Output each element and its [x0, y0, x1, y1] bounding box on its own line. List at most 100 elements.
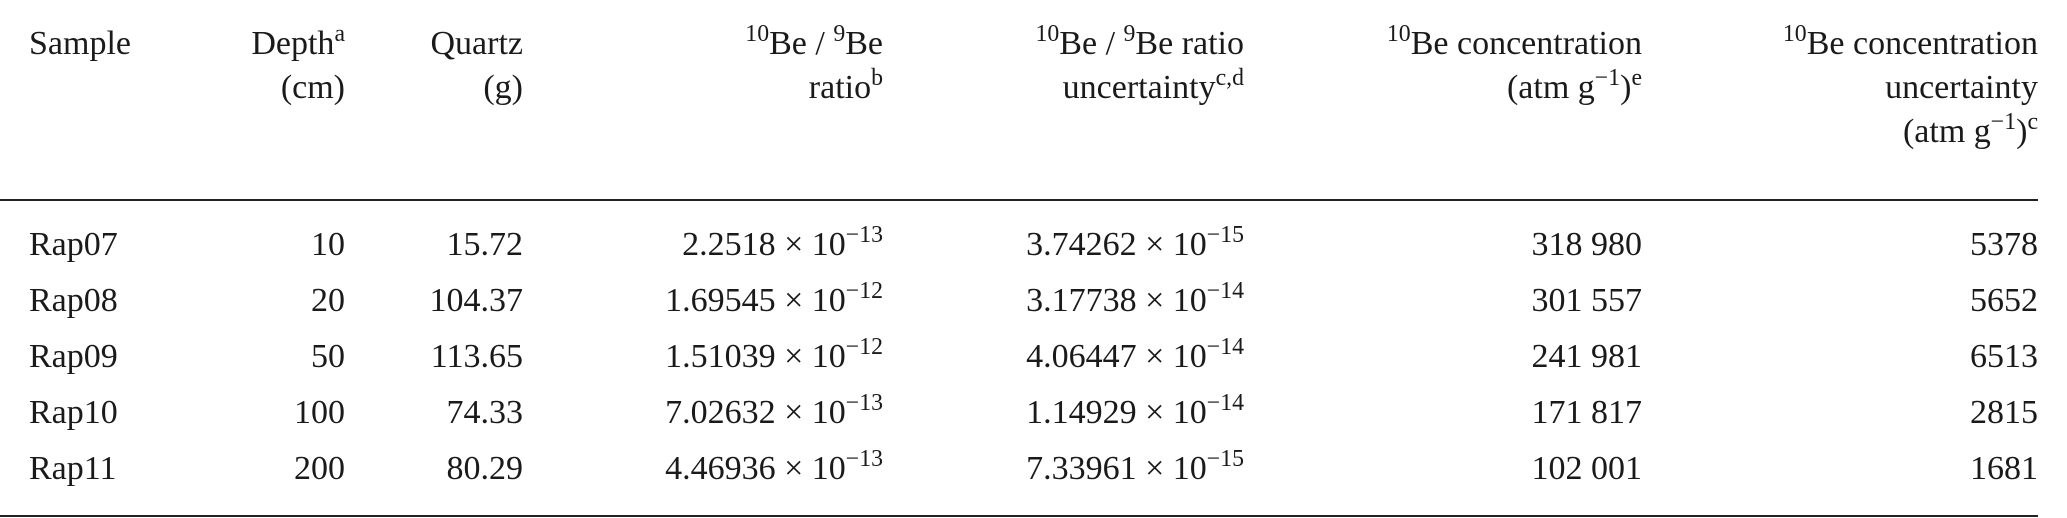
mantissa: 7.33961 × 10	[1026, 450, 1207, 487]
table-cell: 7.02632 × 10−13	[523, 385, 883, 441]
mantissa: 1.69545 × 10	[665, 282, 846, 319]
exponent: −14	[1206, 389, 1244, 416]
mantissa: 3.74262 × 10	[1026, 226, 1207, 263]
header-text: uncertainty	[1062, 69, 1216, 106]
unit-exponent: −1	[1990, 108, 2017, 135]
table-cell: 2.2518 × 10−13	[523, 200, 883, 273]
header-text: (g)	[483, 69, 523, 106]
table-cell: 80.29	[345, 441, 523, 517]
header-text: (atm g	[1506, 69, 1595, 106]
mantissa: 3.17738 × 10	[1026, 282, 1207, 319]
table-cell: 6513	[1970, 338, 2038, 375]
header-text: Be /	[1059, 25, 1124, 62]
header-text: Be concentration	[1806, 25, 2038, 62]
table-cell: 5652	[1970, 282, 2038, 319]
table-cell: 113.65	[430, 338, 523, 375]
mantissa: 1.14929 × 10	[1026, 394, 1207, 431]
table-cell: 1.69545 × 10−12	[523, 273, 883, 329]
mantissa: 1.51039 × 10	[665, 338, 846, 375]
header-text: ratio	[808, 69, 872, 106]
header-cell: Quartz (g)	[345, 0, 523, 201]
table-cell: 104.37	[429, 282, 524, 319]
table-cell: 15.72	[446, 226, 524, 263]
exponent: −15	[1206, 221, 1244, 248]
header-cell: 10Be / 9Be ratio uncertaintyc,d	[883, 0, 1244, 201]
table-row: Rap08 20 104.37 1.69545 × 10−12 3.17738 × 10…	[0, 273, 2038, 329]
mantissa: 4.46936 × 10	[665, 450, 846, 487]
table-row: Rap11 200 80.29 4.46936 × 10−13 7.33961 × 10…	[0, 441, 2038, 517]
isotope-mass: 10	[1035, 20, 1060, 47]
header-cell: Sample	[0, 0, 200, 201]
header-text: Be ratio	[1135, 25, 1244, 62]
isotope-mass: 10	[745, 20, 770, 47]
header-text: (cm)	[280, 69, 345, 106]
table-cell: 1.51039 × 10−12	[523, 329, 883, 385]
table-row: Rap09 50 113.65 1.51039 × 10−12 4.06447 × 10…	[0, 329, 2038, 385]
table-cell: 102 001	[1244, 441, 1642, 517]
footnote-mark: b	[871, 64, 883, 91]
header-text: )	[1620, 69, 1632, 106]
header-cell: 10Be / 9Be ratiob	[523, 0, 883, 201]
header-text: Be	[845, 25, 883, 62]
table-cell: 20	[311, 282, 345, 319]
header-text: Be /	[769, 25, 834, 62]
table-cell: 74.33	[446, 394, 524, 431]
table-cell: Rap07	[29, 226, 118, 263]
table-cell: 4.46936 × 10−13	[523, 441, 883, 517]
table-header: Sample Deptha (cm) Quartz (g) 10Be / 9Be ra…	[0, 0, 2038, 201]
isotope-mass: 10	[1386, 20, 1411, 47]
table-cell: 7.33961 × 10−15	[883, 441, 1244, 517]
header-text: )	[2016, 113, 2028, 150]
table-cell: 301 557	[1531, 282, 1643, 319]
exponent: −14	[1206, 333, 1244, 360]
table-cell: 200	[200, 441, 345, 517]
header-cell: 10Be concentration uncertainty (atm g−1)c	[1642, 0, 2038, 201]
table-cell: Rap09	[29, 338, 118, 375]
exponent: −13	[845, 221, 883, 248]
table-cell: Rap11	[0, 441, 200, 517]
isotope-mass: 9	[1123, 20, 1136, 47]
exponent: −12	[845, 277, 883, 304]
footnote-mark: c	[2027, 108, 2038, 135]
exponent: −13	[845, 389, 883, 416]
table-cell: 4.06447 × 10−14	[883, 329, 1244, 385]
table-cell: 5378	[1970, 226, 2038, 263]
table-row: Rap07 10 15.72 2.2518 × 10−13 3.74262 × 10−1…	[0, 200, 2038, 273]
table-cell: 3.74262 × 10−15	[883, 200, 1244, 273]
isotope-mass: 9	[833, 20, 846, 47]
header-cell: 10Be concentration (atm g−1)e	[1244, 0, 1642, 201]
table-cell: 50	[311, 338, 345, 375]
table-cell: 1681	[1642, 441, 2038, 517]
exponent: −15	[1206, 445, 1244, 472]
exponent: −14	[1206, 277, 1244, 304]
unit-exponent: −1	[1594, 64, 1621, 91]
header-row: Sample Deptha (cm) Quartz (g) 10Be / 9Be ra…	[0, 0, 2038, 201]
table-cell: 10	[311, 226, 345, 263]
header-text: Be concentration	[1410, 25, 1642, 62]
table-body: Rap07 10 15.72 2.2518 × 10−13 3.74262 × 10−1…	[0, 200, 2038, 517]
table-cell: 100	[294, 394, 345, 431]
table-cell: 241 981	[1531, 338, 1643, 375]
exponent: −12	[845, 333, 883, 360]
header-cell: Deptha (cm)	[200, 0, 345, 201]
table-cell: Rap10	[29, 394, 118, 431]
table-cell: 3.17738 × 10−14	[883, 273, 1244, 329]
header-text: Depth	[251, 25, 335, 62]
footnote-mark: c,d	[1215, 64, 1244, 91]
table-cell: 1.14929 × 10−14	[883, 385, 1244, 441]
header-text: Quartz	[430, 25, 523, 62]
header-text: uncertainty	[1885, 69, 2038, 106]
table-row: Rap10 100 74.33 7.02632 × 10−13 1.14929 × 10…	[0, 385, 2038, 441]
table-cell: 2815	[1970, 394, 2038, 431]
table-cell: Rap08	[29, 282, 118, 319]
footnote-mark: e	[1631, 64, 1642, 91]
mantissa: 2.2518 × 10	[682, 226, 846, 263]
isotope-mass: 10	[1782, 20, 1807, 47]
mantissa: 4.06447 × 10	[1026, 338, 1207, 375]
header-text: Sample	[29, 25, 131, 62]
table-cell: 171 817	[1531, 394, 1643, 431]
header-text: (atm g	[1902, 113, 1991, 150]
exponent: −13	[845, 445, 883, 472]
